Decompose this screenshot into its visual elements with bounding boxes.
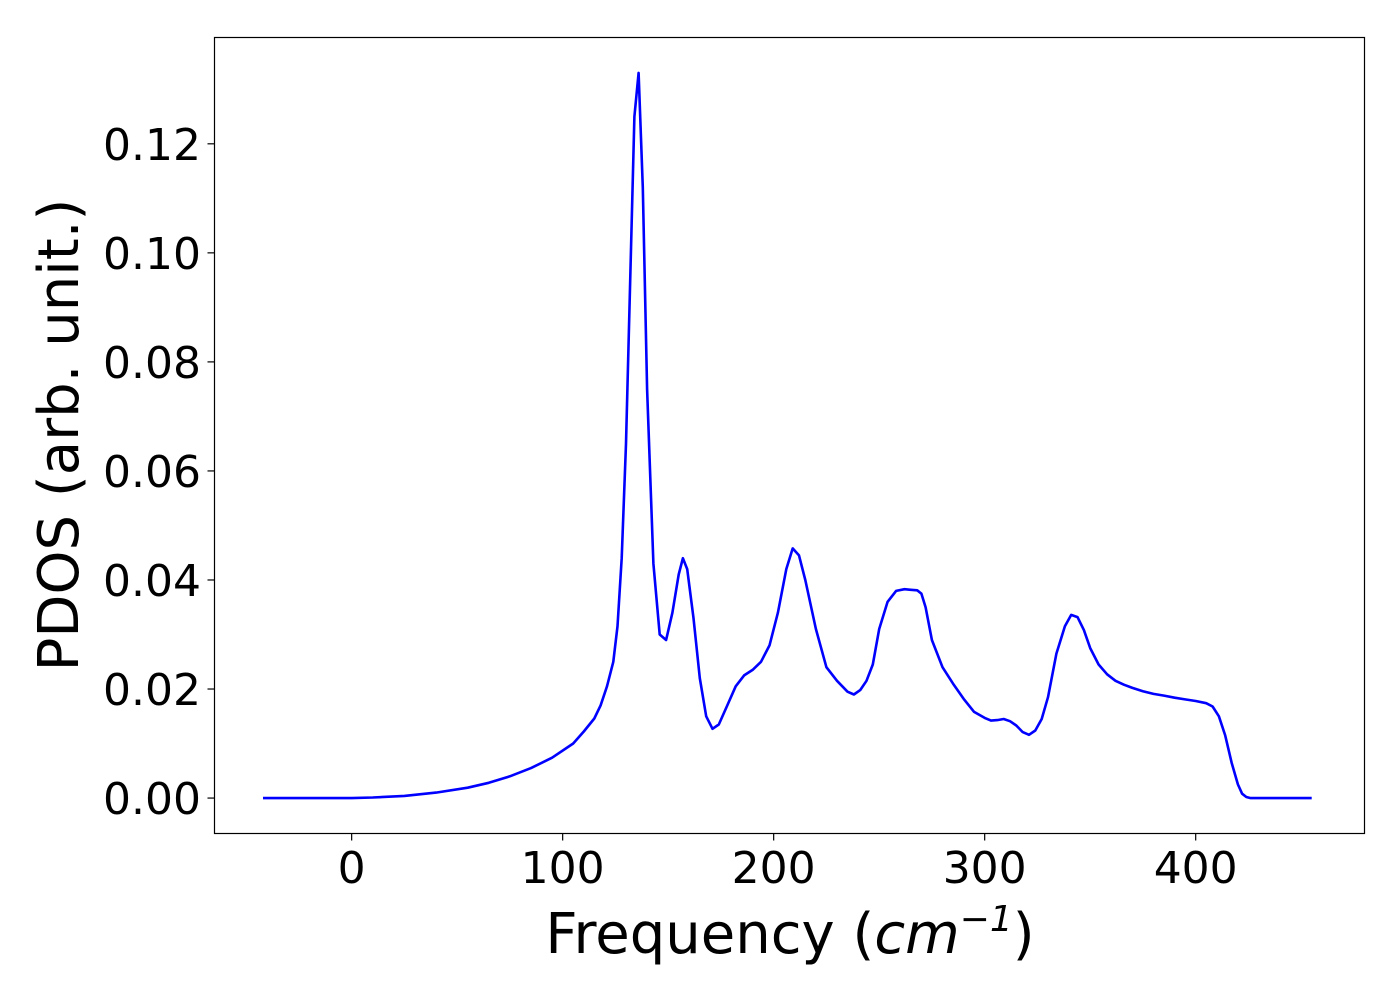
x-axis-label: Frequency (cm−1) xyxy=(545,899,1034,967)
y-tick-label: 0.00 xyxy=(103,774,201,825)
x-tick-label: 100 xyxy=(521,843,605,894)
y-tick-label: 0.04 xyxy=(103,556,201,607)
y-axis-label: PDOS (arb. unit.) xyxy=(27,199,92,672)
x-tick-label: 0 xyxy=(338,843,366,894)
y-tick-label: 0.08 xyxy=(103,338,201,389)
y-tick-label: 0.12 xyxy=(103,120,201,171)
x-axis: 0 100 200 300 400 xyxy=(338,833,1238,894)
x-tick-label: 200 xyxy=(732,843,816,894)
plot-area xyxy=(263,71,1312,800)
axes-frame xyxy=(213,36,1366,835)
y-axis: 0.00 0.02 0.04 0.06 0.08 0.10 0.12 xyxy=(103,120,215,825)
y-tick-label: 0.02 xyxy=(103,665,201,716)
x-tick-label: 300 xyxy=(943,843,1027,894)
y-tick-label: 0.06 xyxy=(103,447,201,498)
series-line-1 xyxy=(263,71,1312,800)
y-tick-label: 0.10 xyxy=(103,229,201,280)
x-tick-label: 400 xyxy=(1154,843,1238,894)
